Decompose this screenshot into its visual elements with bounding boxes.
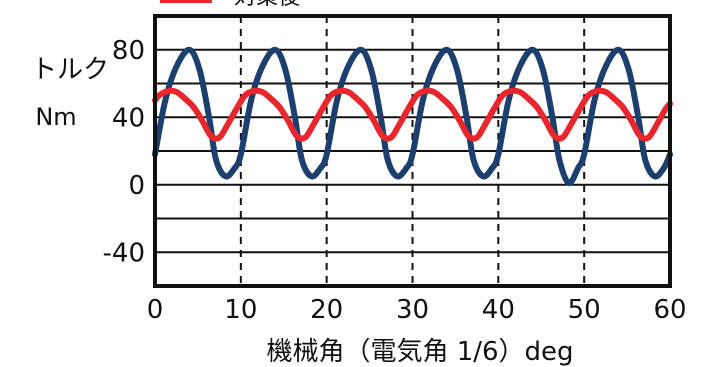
x-tick-label-20: 20 [310,295,343,325]
y-tick-label-80: 80 [112,36,145,66]
legend-label-0: 対策後 [234,0,300,10]
y-axis-label-line1: トルク [31,55,109,85]
series-line-blue [152,46,673,187]
x-tick-label-50: 50 [568,295,601,325]
x-tick-label-0: 0 [147,295,164,325]
series-line-red [152,87,673,142]
x-tick-label-60: 60 [653,295,686,325]
x-tick-label-10: 10 [224,295,257,325]
legend: 対策後 [160,0,300,10]
plot-area [152,46,673,187]
plot-frame [153,14,672,288]
y-tick-label-40: 40 [112,103,145,133]
x-tick-label-40: 40 [482,295,515,325]
y-tick-label-0: 0 [128,171,145,201]
x-axis-label: 機械角（電気角 1/6）deg [266,337,573,367]
y-tick-label-minus40: -40 [103,238,145,268]
y-axis-label-line2: Nm [35,103,76,131]
x-tick-label-30: 30 [396,295,429,325]
